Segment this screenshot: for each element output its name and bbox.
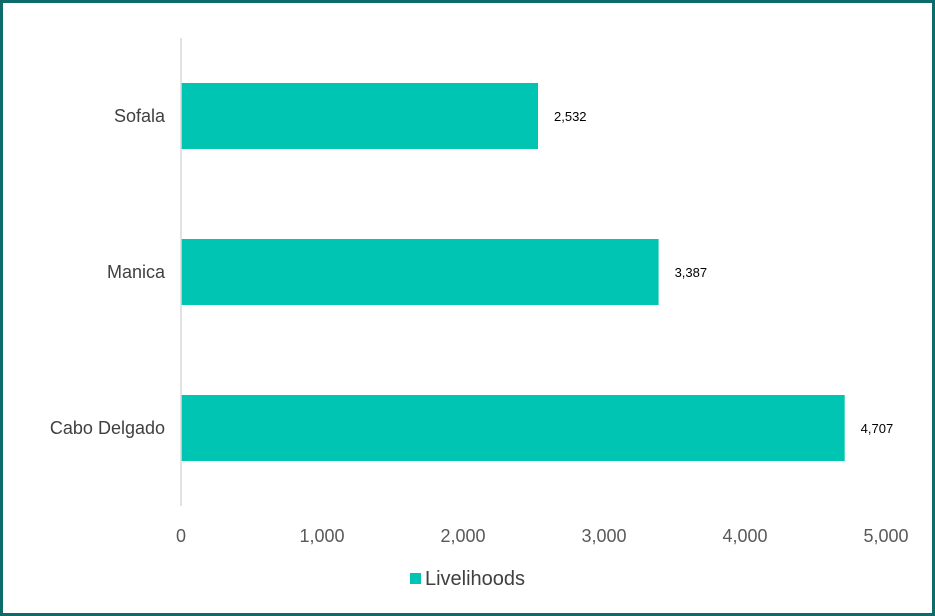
bar-sofala: [181, 83, 539, 149]
category-label: Manica: [107, 262, 166, 282]
legend-label: Livelihoods: [424, 568, 526, 590]
x-tick-label: 3,000: [581, 526, 626, 546]
x-tick-labels-group: 0 1,000 2,000 3,000 4,000 5,000: [176, 526, 909, 546]
legend: Livelihoods: [0, 568, 935, 591]
bars-group: [181, 83, 845, 461]
category-labels-group: Sofala Manica Cabo Delgado: [50, 106, 166, 438]
data-label: 2,532: [554, 109, 587, 124]
x-tick-label: 4,000: [722, 526, 767, 546]
x-tick-label: 1,000: [299, 526, 344, 546]
category-label: Sofala: [114, 106, 166, 126]
x-tick-label: 2,000: [440, 526, 485, 546]
x-tick-label: 0: [176, 526, 186, 546]
bar-manica: [181, 239, 659, 305]
data-label: 4,707: [861, 421, 894, 436]
x-tick-label: 5,000: [863, 526, 908, 546]
data-labels-group: 2,532 3,387 4,707: [554, 109, 893, 436]
bar-cabo-delgado: [181, 395, 845, 461]
category-label: Cabo Delgado: [50, 418, 165, 438]
data-label: 3,387: [675, 265, 708, 280]
legend-swatch: [409, 573, 421, 584]
